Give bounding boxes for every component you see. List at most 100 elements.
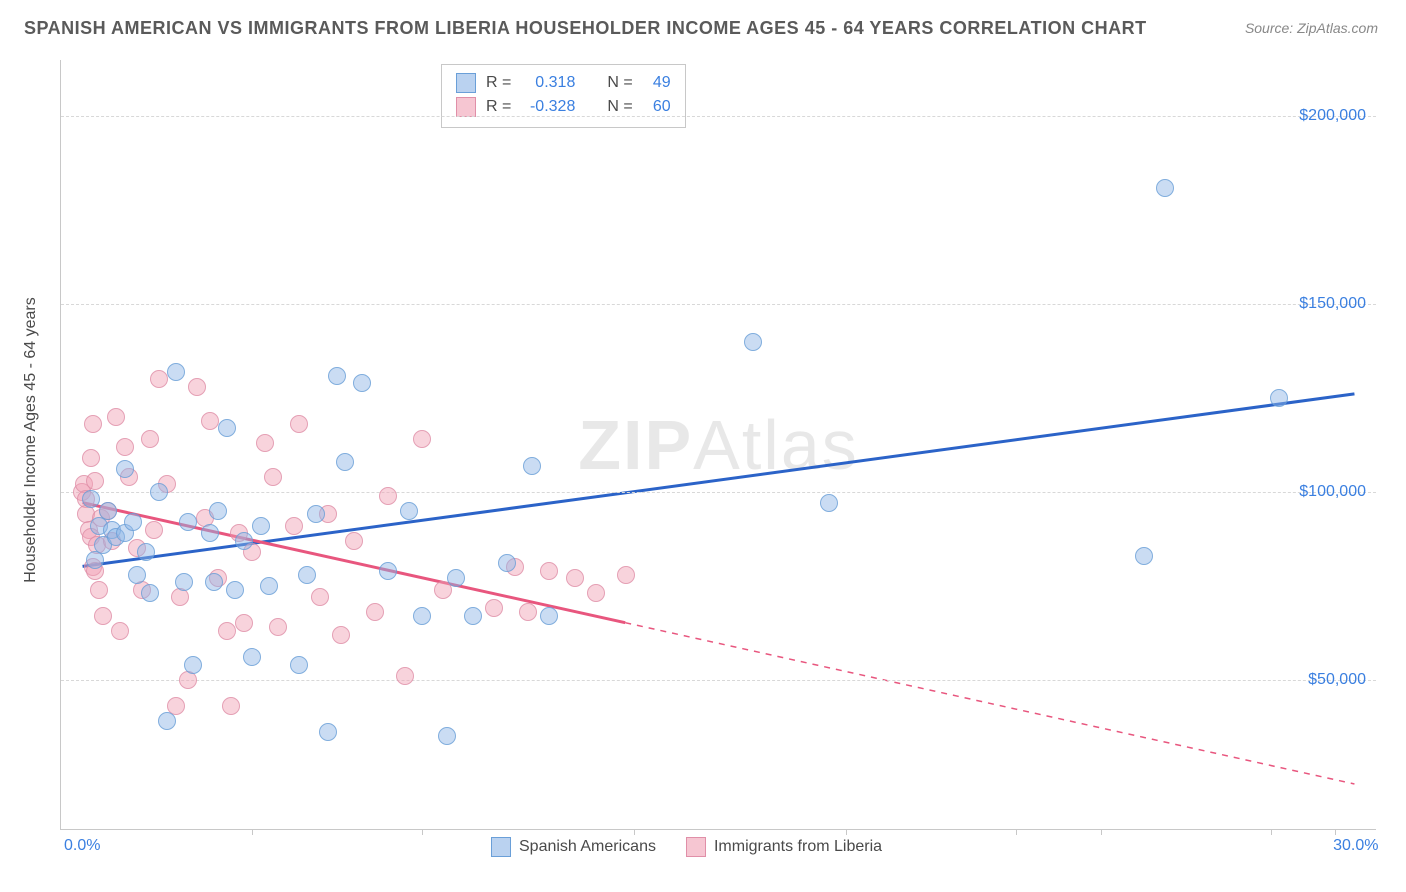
data-point (188, 378, 206, 396)
data-point (179, 513, 197, 531)
data-point (413, 430, 431, 448)
legend-item-blue: Spanish Americans (491, 837, 656, 857)
gridline (61, 680, 1376, 681)
r-label: R = (486, 71, 511, 95)
legend-item-pink: Immigrants from Liberia (686, 837, 882, 857)
x-tick-mark (634, 829, 635, 835)
data-point (523, 457, 541, 475)
data-point (319, 723, 337, 741)
data-point (498, 554, 516, 572)
x-tick-mark (1016, 829, 1017, 835)
data-point (353, 374, 371, 392)
data-point (111, 622, 129, 640)
swatch-pink-icon (686, 837, 706, 857)
data-point (566, 569, 584, 587)
data-point (107, 408, 125, 426)
data-point (150, 370, 168, 388)
data-point (128, 566, 146, 584)
data-point (332, 626, 350, 644)
data-point (226, 581, 244, 599)
y-tick-label: $50,000 (1308, 671, 1366, 689)
data-point (145, 521, 163, 539)
data-point (617, 566, 635, 584)
data-point (485, 599, 503, 617)
data-point (285, 517, 303, 535)
data-point (438, 727, 456, 745)
data-point (744, 333, 762, 351)
data-point (141, 584, 159, 602)
data-point (413, 607, 431, 625)
gridline (61, 492, 1376, 493)
data-point (379, 487, 397, 505)
data-point (82, 490, 100, 508)
data-point (218, 419, 236, 437)
data-point (218, 622, 236, 640)
data-point (260, 577, 278, 595)
data-point (1156, 179, 1174, 197)
data-point (184, 656, 202, 674)
x-tick-mark (1101, 829, 1102, 835)
data-point (90, 581, 108, 599)
data-point (540, 562, 558, 580)
data-point (396, 667, 414, 685)
plot-area: ZIPAtlas R = 0.318 N = 49 R = -0.328 N =… (60, 60, 1376, 830)
data-point (379, 562, 397, 580)
data-point (82, 449, 100, 467)
data-point (311, 588, 329, 606)
x-tick-label: 0.0% (64, 837, 100, 855)
x-tick-mark (1271, 829, 1272, 835)
y-tick-label: $100,000 (1299, 483, 1366, 501)
data-point (366, 603, 384, 621)
data-point (158, 712, 176, 730)
data-point (447, 569, 465, 587)
chart-title: SPANISH AMERICAN VS IMMIGRANTS FROM LIBE… (24, 18, 1147, 39)
swatch-blue-icon (491, 837, 511, 857)
data-point (205, 573, 223, 591)
data-point (150, 483, 168, 501)
x-tick-mark (1335, 829, 1336, 835)
data-point (116, 438, 134, 456)
data-point (201, 412, 219, 430)
data-point (290, 415, 308, 433)
data-point (201, 524, 219, 542)
x-tick-mark (846, 829, 847, 835)
correlation-stat-box: R = 0.318 N = 49 R = -0.328 N = 60 (441, 64, 686, 128)
r-value-blue: 0.318 (521, 71, 575, 95)
y-axis-label: Householder Income Ages 45 - 64 years (22, 297, 40, 583)
data-point (587, 584, 605, 602)
data-point (94, 607, 112, 625)
data-point (345, 532, 363, 550)
gridline (61, 304, 1376, 305)
data-point (243, 648, 261, 666)
data-point (264, 468, 282, 486)
x-tick-label: 30.0% (1333, 837, 1378, 855)
data-point (336, 453, 354, 471)
y-tick-label: $150,000 (1299, 295, 1366, 313)
stat-row-blue: R = 0.318 N = 49 (456, 71, 671, 95)
data-point (1135, 547, 1153, 565)
watermark: ZIPAtlas (578, 405, 859, 485)
data-point (209, 502, 227, 520)
data-point (141, 430, 159, 448)
n-value-blue: 49 (643, 71, 671, 95)
data-point (290, 656, 308, 674)
data-point (307, 505, 325, 523)
data-point (820, 494, 838, 512)
data-point (137, 543, 155, 561)
data-point (84, 415, 102, 433)
swatch-pink-icon (456, 97, 476, 117)
data-point (175, 573, 193, 591)
data-point (519, 603, 537, 621)
swatch-blue-icon (456, 73, 476, 93)
y-tick-label: $200,000 (1299, 107, 1366, 125)
legend: Spanish Americans Immigrants from Liberi… (491, 837, 882, 857)
data-point (328, 367, 346, 385)
x-tick-mark (422, 829, 423, 835)
data-point (124, 513, 142, 531)
data-point (235, 614, 253, 632)
data-point (116, 460, 134, 478)
data-point (256, 434, 274, 452)
data-point (464, 607, 482, 625)
data-point (86, 472, 104, 490)
data-point (400, 502, 418, 520)
